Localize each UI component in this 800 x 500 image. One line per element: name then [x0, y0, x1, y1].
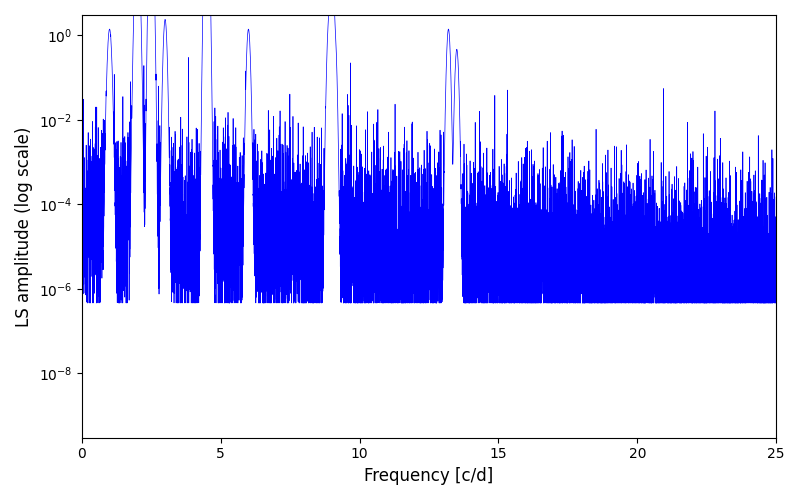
Y-axis label: LS amplitude (log scale): LS amplitude (log scale): [15, 126, 33, 326]
X-axis label: Frequency [c/d]: Frequency [c/d]: [364, 467, 494, 485]
